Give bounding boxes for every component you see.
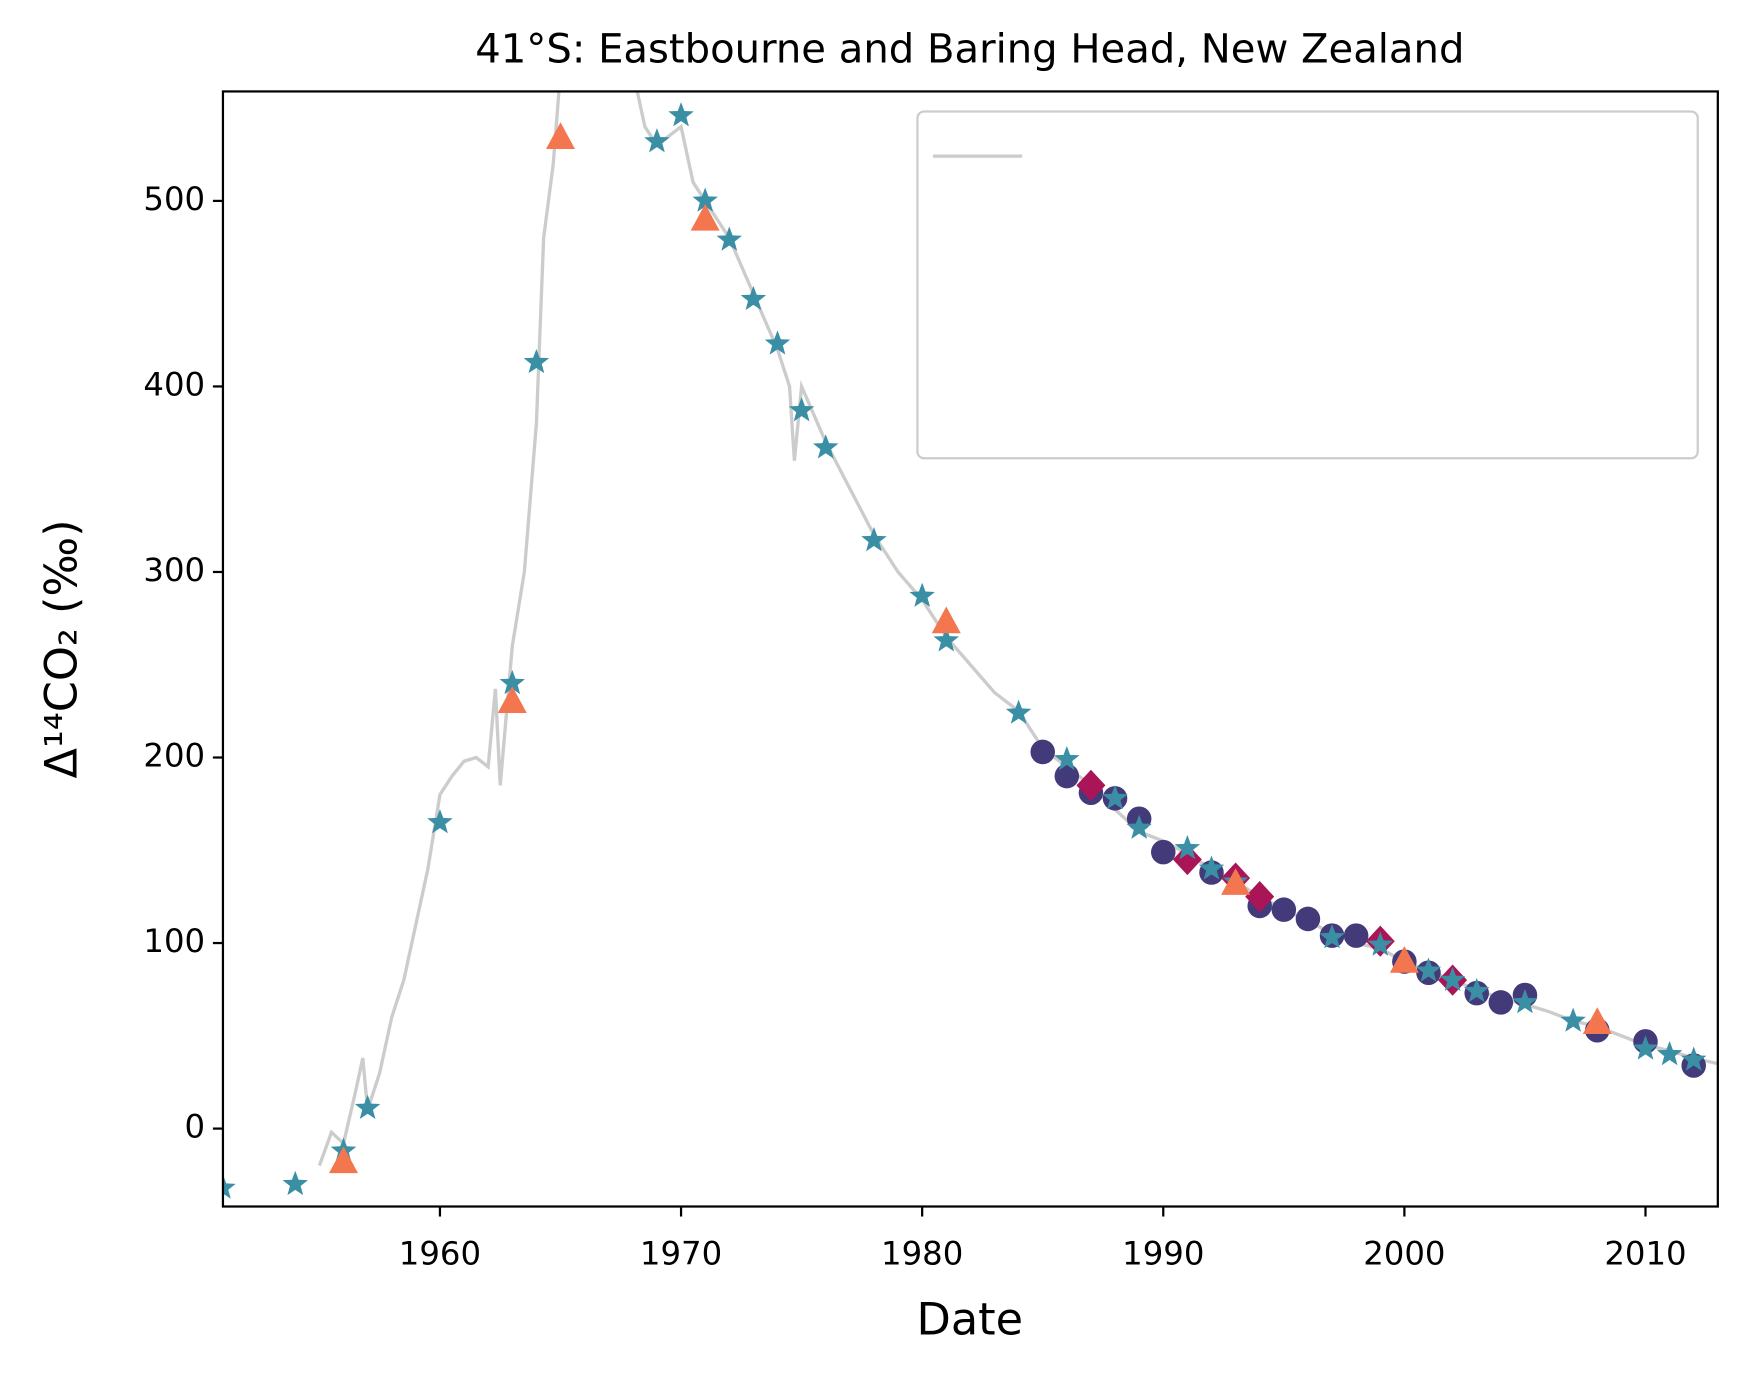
star-marker [1174,835,1201,860]
x-tick-label: 1960 [399,1235,481,1273]
circle-marker [1054,763,1080,789]
axes-frame [221,90,1719,1208]
star-marker [740,285,767,311]
star-marker [427,809,453,834]
star-marker [282,1170,309,1196]
star-marker [1054,745,1080,771]
triangle-marker [1582,1007,1612,1034]
y-tick-label: 100 [143,922,205,960]
chart-title: 41°S: Eastbourne and Baring Head, New Ze… [475,26,1464,72]
x-tick-label: 2010 [1604,1235,1686,1273]
star-marker [1680,1046,1707,1071]
x-tick-label: 1980 [881,1235,963,1273]
star-marker [716,226,742,251]
triangle-marker [1221,868,1251,895]
star-marker [1126,814,1152,839]
triangle-marker [546,122,575,149]
y-tick-label: 500 [143,180,205,218]
star-marker [812,434,839,459]
star-marker [861,527,887,552]
diamond-marker [1245,881,1275,913]
legend-box [916,110,1699,460]
star-marker [1198,855,1225,880]
star-marker [692,187,718,212]
star-marker [1102,784,1128,810]
star-marker [523,348,550,374]
star-marker [222,1174,236,1199]
star-marker [1463,977,1490,1003]
star-marker [499,669,526,695]
star-marker [764,330,791,355]
y-axis-label: Δ¹⁴CO₂ (‰) [36,519,88,778]
x-tick-label: 1990 [1122,1235,1204,1273]
plot-area [222,91,1718,1199]
x-axis-label: Date [917,1293,1024,1345]
circle-marker [1271,897,1297,922]
x-tick-label: 1970 [640,1235,722,1273]
star-marker [933,627,959,652]
star-marker [909,582,935,607]
triangle-marker [1389,945,1419,973]
circle-marker [1343,923,1369,948]
star-marker [788,397,815,422]
star-marker [1319,924,1345,949]
star-marker [1512,989,1538,1014]
y-tick-label: 0 [185,1108,206,1146]
triangle-marker [931,606,961,634]
triangle-marker [690,203,720,231]
circle-marker [1295,906,1321,932]
star-marker [1439,966,1466,991]
star-marker [354,1094,381,1119]
star-marker [1005,699,1032,724]
star-marker [1560,1007,1586,1032]
star-marker [1656,1040,1683,1066]
star-marker [1367,931,1393,956]
triangle-marker [329,1146,358,1174]
star-marker [1632,1035,1659,1060]
star-marker [668,102,694,127]
y-tick-label: 200 [143,737,205,775]
x-tick-label: 2000 [1363,1235,1445,1273]
y-tick-label: 400 [143,365,205,403]
triangle-marker [497,686,527,714]
star-marker [644,128,670,153]
diamond-marker [1172,843,1202,876]
y-tick-label: 300 [143,551,205,589]
star-marker [1415,957,1442,982]
circle-marker [1030,739,1055,765]
circle-marker [1151,839,1176,865]
circle-marker [1488,990,1514,1015]
